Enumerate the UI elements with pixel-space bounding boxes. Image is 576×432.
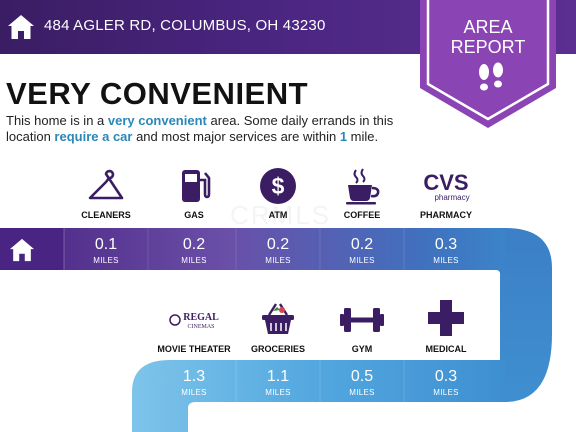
medical-cross-icon — [428, 300, 464, 336]
svg-text:$: $ — [272, 173, 285, 199]
gas-pump-icon — [182, 170, 211, 202]
watermark: CRMLS — [230, 200, 332, 230]
home-icon — [8, 15, 34, 39]
svg-text:CINEMAS: CINEMAS — [187, 324, 214, 330]
regal-cinemas-logo: REGAL CINEMAS — [169, 312, 219, 330]
dumbbell-icon — [340, 308, 384, 332]
hanger-icon — [88, 169, 124, 200]
property-address: 484 AGLER RD, COLUMBUS, OH 43230 — [44, 17, 326, 34]
badge-line-1: AREA — [463, 17, 513, 37]
convenience-description: This home is in a very convenient area. … — [6, 113, 394, 144]
home-start-icon — [9, 238, 35, 262]
basket-icon — [262, 303, 294, 334]
badge-line-2: REPORT — [450, 37, 526, 57]
coffee-cup-icon — [346, 168, 380, 205]
page-title: VERY CONVENIENT — [6, 76, 309, 111]
svg-text:REGAL: REGAL — [183, 312, 219, 323]
cvs-logo: CVS pharmacy — [423, 170, 469, 202]
svg-text:pharmacy: pharmacy — [434, 193, 469, 202]
footsteps-icon — [479, 62, 503, 91]
area-report-badge — [420, 0, 556, 128]
svg-text:CVS: CVS — [423, 170, 468, 195]
dollar-icon: $ — [260, 168, 296, 204]
